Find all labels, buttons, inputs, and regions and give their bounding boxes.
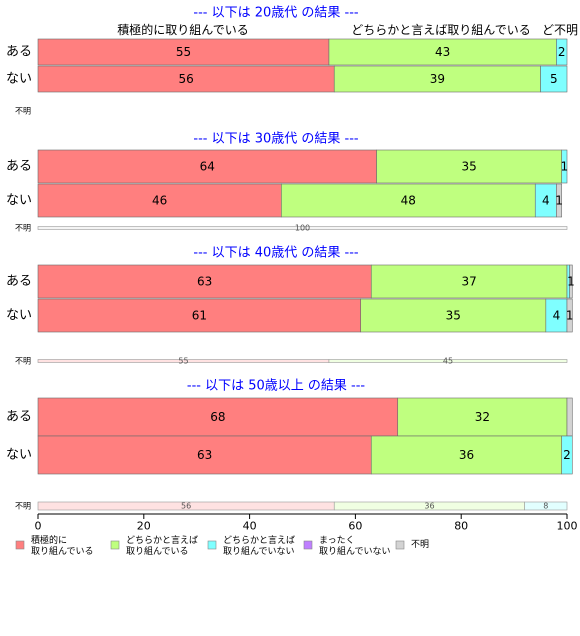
unknown-bar-segment — [37, 226, 568, 230]
panel-title: --- 以下は 50歳以上 の結果 --- — [187, 379, 366, 394]
bar-segment — [540, 65, 568, 93]
bar-segment — [37, 397, 399, 437]
legend-label: 不明 — [411, 539, 429, 550]
bar-segment — [561, 149, 568, 184]
header-label: ど不明 — [542, 23, 578, 37]
unknown-bar-segment — [524, 501, 568, 511]
bar-segment — [376, 149, 563, 184]
legend-label: どちらかと言えば取り組んでいない — [223, 534, 295, 557]
category-label: ある — [6, 274, 32, 289]
bar-segment — [37, 435, 372, 475]
unknown-label: 不明 — [15, 224, 31, 233]
data-label: 46 — [152, 194, 167, 208]
bar-segment — [37, 183, 282, 218]
bar-segment — [569, 264, 573, 299]
bar-segment — [561, 435, 573, 475]
x-tick-label: 0 — [35, 520, 42, 533]
data-label: 5 — [550, 72, 558, 86]
header-label: 積極的に取り組んでいる — [117, 22, 248, 37]
bar-segment — [566, 397, 573, 437]
legend-swatch — [207, 540, 217, 550]
unknown-data-label: 56 — [181, 502, 191, 511]
category-label: ない — [6, 72, 32, 87]
category-label: ない — [6, 308, 32, 323]
bar-segment — [37, 264, 372, 299]
data-label: 63 — [197, 275, 212, 289]
x-tick-label: 80 — [454, 520, 468, 533]
x-tick-label: 100 — [557, 520, 578, 533]
bar-segment — [328, 38, 557, 66]
bar-segment — [360, 298, 547, 333]
data-label: 2 — [558, 45, 566, 59]
data-label: 1 — [561, 160, 569, 174]
data-label: 2 — [563, 448, 571, 462]
data-label: 43 — [435, 45, 450, 59]
unknown-data-label: 8 — [543, 502, 548, 511]
data-label: 68 — [210, 410, 225, 424]
data-label: 55 — [176, 45, 191, 59]
data-label: 48 — [401, 194, 416, 208]
bar-segment — [37, 38, 330, 66]
x-tick-label: 20 — [137, 520, 151, 533]
category-label: ない — [6, 193, 32, 208]
legend-label: まったく取り組んでいない — [319, 535, 391, 557]
bar-segment — [566, 298, 573, 333]
legend-swatch — [15, 540, 25, 550]
bar-segment — [370, 264, 568, 299]
legend-label: どちらかと言えば取り組んでいる — [126, 534, 198, 557]
data-label: 4 — [553, 309, 561, 323]
data-label: 1 — [567, 275, 575, 289]
bar-segment — [556, 183, 563, 218]
category-label: ある — [6, 159, 32, 174]
data-label: 1 — [555, 194, 563, 208]
data-label: 35 — [461, 160, 476, 174]
unknown-label: 不明 — [15, 502, 31, 511]
data-label: 63 — [197, 448, 212, 462]
unknown-data-label: 100 — [295, 224, 310, 233]
data-label: 64 — [200, 160, 215, 174]
data-label: 61 — [192, 309, 207, 323]
unknown-label: 不明 — [15, 357, 31, 366]
unknown-data-label: 36 — [424, 502, 434, 511]
bar-segment — [37, 298, 361, 333]
panel-title: --- 以下は 20歳代 の結果 --- — [193, 6, 359, 21]
x-tick-label: 60 — [348, 520, 362, 533]
x-tick-label: 40 — [243, 520, 257, 533]
panel-title: --- 以下は 40歳代 の結果 --- — [193, 246, 359, 261]
data-label: 4 — [542, 194, 550, 208]
panel-title: --- 以下は 30歳代 の結果 --- — [193, 132, 359, 147]
category-label: ある — [6, 410, 32, 425]
unknown-bar-segment — [328, 359, 568, 363]
unknown-label: 不明 — [15, 107, 31, 116]
bar-segment — [370, 435, 563, 475]
unknown-data-label: 55 — [178, 357, 188, 366]
legend-swatch — [110, 540, 120, 550]
category-label: ある — [6, 45, 32, 60]
legend-swatch — [303, 540, 313, 550]
legend-label: 積極的に取り組んでいる — [31, 534, 94, 557]
bar-segment — [281, 183, 536, 218]
category-label: ない — [6, 448, 32, 463]
unknown-data-label: 45 — [443, 357, 453, 366]
bar-segment — [556, 38, 568, 66]
data-label: 1 — [566, 309, 574, 323]
header-label: どちらかと言えば取り組んでいる — [351, 23, 530, 37]
data-label: 35 — [446, 309, 461, 323]
data-label: 36 — [459, 448, 474, 462]
data-label: 56 — [178, 72, 193, 86]
data-label: 37 — [461, 275, 476, 289]
bar-segment — [397, 397, 568, 437]
legend-swatch — [395, 540, 405, 550]
data-label: 39 — [430, 72, 445, 86]
bar-segment — [37, 149, 377, 184]
data-label: 32 — [475, 410, 490, 424]
